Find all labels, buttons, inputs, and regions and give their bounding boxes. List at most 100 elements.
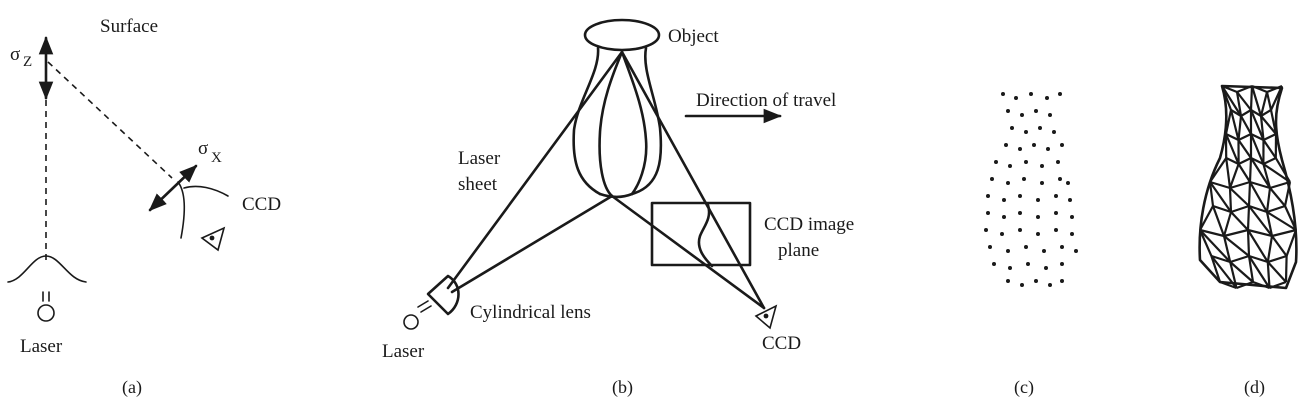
- laser-b-source-icon: [403, 314, 419, 330]
- view-line-dashed: [47, 61, 173, 179]
- ccd-sensor-curve-top: [183, 185, 229, 197]
- mesh-edge: [1208, 181, 1215, 207]
- object-right-profile: [630, 46, 663, 196]
- cloud-point: [1001, 92, 1005, 96]
- ccd-plane-label-2: plane: [778, 240, 819, 261]
- cloud-point: [1020, 113, 1024, 117]
- cloud-point: [1006, 109, 1010, 113]
- cloud-point: [1006, 181, 1010, 185]
- mesh-edge: [1249, 180, 1271, 190]
- mesh-edge: [1199, 228, 1225, 238]
- laser-label: Laser: [20, 336, 63, 357]
- cloud-point: [1034, 109, 1038, 113]
- mesh-edge: [1262, 157, 1277, 165]
- mesh-edge: [1222, 211, 1233, 237]
- mesh-edge: [1219, 280, 1237, 290]
- mesh-edge: [1229, 261, 1238, 289]
- cloud-point: [1010, 126, 1014, 130]
- cloud-point: [990, 177, 994, 181]
- laser-sheet-line-bottom: [450, 194, 614, 294]
- surface-label: Surface: [100, 16, 158, 37]
- mesh-edge: [1248, 157, 1253, 183]
- mesh-edge: [1228, 187, 1233, 213]
- mesh-edge: [1271, 228, 1297, 238]
- laser-stripe-right: [620, 50, 648, 196]
- mesh-edge: [1235, 91, 1243, 117]
- cloud-point: [984, 228, 988, 232]
- cylindrical-lens-icon: [426, 274, 460, 316]
- sigma-z-symbol: σ: [10, 44, 20, 65]
- cloud-point: [1052, 130, 1056, 134]
- mesh-edge: [1209, 157, 1228, 183]
- cloud-point: [994, 160, 998, 164]
- cloud-point: [1024, 160, 1028, 164]
- mesh-edge: [1229, 261, 1254, 283]
- mesh-edge: [1236, 280, 1254, 290]
- cloud-point: [1008, 266, 1012, 270]
- sigma-z-subscript: Z: [23, 54, 32, 70]
- mesh-edge: [1225, 157, 1232, 189]
- mesh-edge: [1237, 139, 1252, 159]
- cloud-point: [1054, 228, 1058, 232]
- laser-sheet-line-top: [446, 50, 624, 290]
- mesh-edge: [1229, 254, 1250, 264]
- mesh-edge: [1240, 115, 1252, 135]
- mesh-edge: [1230, 204, 1250, 214]
- mesh-edge: [1212, 204, 1232, 214]
- mesh-edge: [1266, 261, 1271, 289]
- mesh-edge: [1250, 85, 1263, 117]
- mesh-edge: [1199, 205, 1214, 231]
- laser-stripe-left: [598, 50, 624, 198]
- cloud-point: [1002, 198, 1006, 202]
- cloud-point: [1020, 283, 1024, 287]
- mesh-edge: [1250, 157, 1271, 189]
- object-label: Object: [668, 26, 719, 47]
- mesh-edge: [1259, 115, 1265, 141]
- mesh-edge: [1260, 109, 1272, 117]
- mesh-edge: [1248, 255, 1271, 289]
- cloud-point: [1018, 211, 1022, 215]
- mesh-edge: [1269, 109, 1278, 135]
- cloud-point: [1066, 181, 1070, 185]
- sigma-x-arrow: [148, 164, 198, 212]
- mesh-edge: [1229, 180, 1251, 190]
- mesh-edge: [1266, 204, 1286, 214]
- cloud-point: [1054, 211, 1058, 215]
- cloud-point: [1060, 143, 1064, 147]
- mesh-edge: [1269, 187, 1286, 207]
- cloud-point: [992, 262, 996, 266]
- mesh-edge: [1250, 109, 1262, 117]
- mesh-edge: [1249, 85, 1254, 111]
- cloud-point: [1029, 92, 1033, 96]
- mesh-edge: [1252, 280, 1270, 290]
- mesh-edge: [1237, 163, 1251, 183]
- cloud-point: [1008, 164, 1012, 168]
- mesh-edge: [1262, 163, 1272, 189]
- mesh-outline: [1198, 84, 1298, 290]
- cloud-point: [988, 245, 992, 249]
- cloud-point: [1040, 181, 1044, 185]
- mesh-edge: [1259, 91, 1269, 117]
- mesh-edge: [1247, 181, 1252, 207]
- cloud-point: [1024, 130, 1028, 134]
- mesh-edge: [1267, 254, 1287, 264]
- sigma-x-subscript: X: [211, 150, 222, 166]
- cloud-point: [1060, 245, 1064, 249]
- mesh-edge: [1224, 133, 1240, 165]
- mesh-edge: [1246, 205, 1251, 231]
- sigma-x-symbol: σ: [198, 138, 208, 159]
- cloud-point: [1070, 232, 1074, 236]
- cloud-point: [1036, 198, 1040, 202]
- panel-a: Surface σ Z Laser σ X CCD (a): [7, 16, 281, 398]
- cloud-point: [1070, 215, 1074, 219]
- mesh-edge: [1236, 84, 1253, 94]
- mesh-edge: [1223, 235, 1250, 257]
- cloud-point: [1074, 249, 1078, 253]
- mesh-edge: [1225, 157, 1240, 165]
- mesh-edge: [1271, 235, 1288, 257]
- mesh-edge: [1198, 229, 1213, 257]
- mesh-edge: [1210, 255, 1222, 283]
- mesh-edge: [1250, 157, 1264, 165]
- mesh-edge: [1246, 229, 1251, 257]
- mesh-edge: [1225, 133, 1239, 141]
